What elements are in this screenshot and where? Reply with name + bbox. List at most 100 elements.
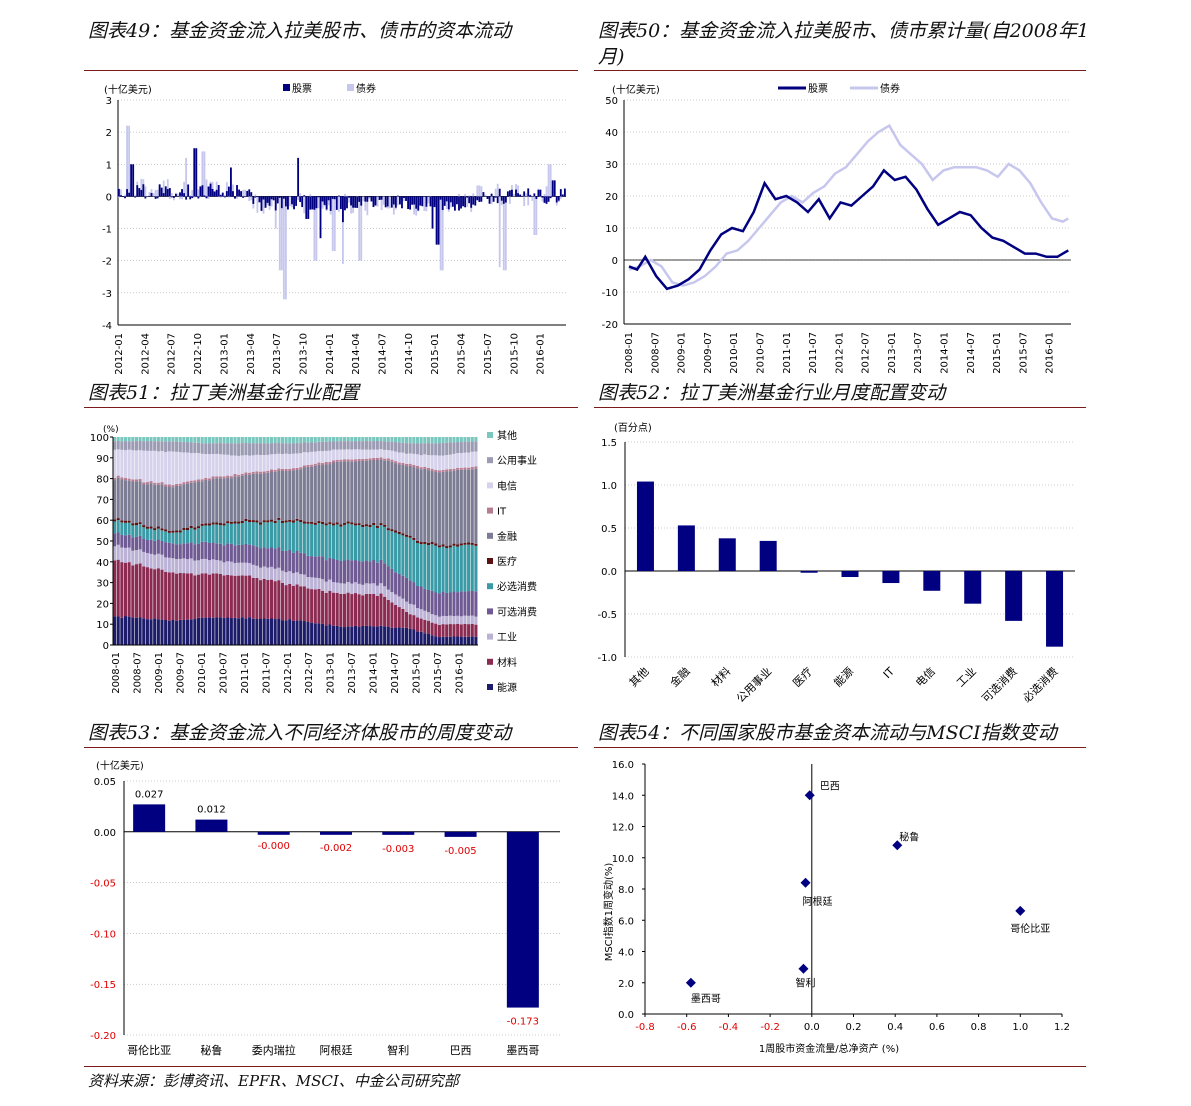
sector-segment bbox=[342, 449, 347, 460]
sector-segment bbox=[156, 437, 160, 442]
footer-rule bbox=[84, 1066, 1086, 1067]
sector-segment bbox=[412, 537, 416, 540]
sector-segment bbox=[335, 461, 339, 523]
sector-segment bbox=[266, 472, 270, 521]
sector-segment bbox=[193, 482, 197, 528]
sector-segment bbox=[248, 563, 252, 576]
sector-segment bbox=[240, 523, 244, 546]
y-tick-label: 0 bbox=[106, 192, 112, 203]
sector-segment bbox=[310, 521, 314, 524]
sector-segment bbox=[142, 618, 146, 645]
sector-segment bbox=[269, 471, 274, 520]
x-tick-label: 2009-01 bbox=[677, 332, 688, 374]
sector-segment bbox=[167, 542, 171, 558]
bond-flow-bar bbox=[217, 196, 220, 198]
sector-segment bbox=[207, 574, 212, 618]
sector-segment bbox=[156, 619, 160, 645]
sector-segment bbox=[269, 437, 274, 444]
sector-segment bbox=[211, 617, 215, 645]
sector-change-bar bbox=[841, 571, 859, 578]
x-tick-label: 2012-07 bbox=[304, 652, 315, 694]
sector-segment bbox=[324, 523, 328, 526]
sector-segment bbox=[113, 437, 117, 442]
bond-flow-bar bbox=[270, 196, 273, 207]
bond-flow-bar bbox=[331, 196, 334, 252]
bond-flow-bar bbox=[358, 196, 361, 261]
sector-segment bbox=[237, 575, 241, 619]
sector-segment bbox=[164, 529, 168, 532]
sector-segment bbox=[456, 467, 460, 470]
sector-segment bbox=[295, 437, 299, 443]
sector-segment bbox=[277, 567, 281, 581]
sector-segment bbox=[364, 593, 368, 626]
sector-segment bbox=[291, 443, 295, 454]
sector-segment bbox=[445, 616, 449, 625]
sector-segment bbox=[153, 437, 157, 442]
sector-segment bbox=[467, 467, 471, 470]
bond-flow-bar bbox=[168, 196, 171, 200]
bond-flow-bar bbox=[559, 196, 562, 199]
bond-flow-bar bbox=[472, 193, 475, 197]
equity-flow-bar bbox=[449, 196, 452, 203]
sector-segment bbox=[255, 565, 259, 578]
sector-segment bbox=[306, 452, 310, 465]
bond-flow-bar bbox=[342, 196, 344, 264]
x-category-label: 阿根廷 bbox=[320, 1043, 353, 1057]
y-tick-label: 2.0 bbox=[618, 979, 634, 990]
sector-segment bbox=[470, 590, 474, 616]
sector-segment bbox=[149, 619, 153, 645]
x-tick-label: -0.8 bbox=[635, 1022, 655, 1033]
sector-segment bbox=[171, 558, 175, 573]
sector-segment bbox=[375, 626, 379, 645]
sector-segment bbox=[116, 532, 120, 545]
equity-flow-bar bbox=[242, 196, 245, 198]
sector-segment bbox=[138, 522, 142, 525]
sector-segment bbox=[379, 459, 383, 524]
sector-segment bbox=[401, 462, 405, 465]
sector-segment bbox=[218, 617, 222, 645]
equity-flow-bar bbox=[126, 189, 128, 197]
sector-segment bbox=[375, 525, 379, 528]
sector-segment bbox=[386, 589, 390, 600]
sector-segment bbox=[200, 437, 204, 444]
bond-flow-bar bbox=[490, 196, 493, 205]
sector-segment bbox=[156, 484, 160, 527]
sector-segment bbox=[415, 617, 420, 632]
sector-segment bbox=[196, 574, 201, 618]
sector-segment bbox=[332, 523, 336, 526]
sector-segment bbox=[426, 437, 431, 444]
sector-segment bbox=[386, 528, 390, 531]
sector-segment bbox=[280, 470, 285, 521]
sector-segment bbox=[189, 542, 193, 559]
y-tick-label: 4.0 bbox=[618, 948, 634, 959]
sector-segment bbox=[134, 479, 139, 482]
bond-flow-bar bbox=[154, 190, 157, 197]
bond-flow-bar bbox=[333, 196, 336, 252]
sector-segment bbox=[145, 567, 149, 620]
y-tick-label: 0.00 bbox=[94, 828, 116, 839]
sector-segment bbox=[412, 443, 416, 454]
sector-segment bbox=[269, 566, 274, 580]
sector-segment bbox=[218, 543, 222, 561]
sector-segment bbox=[459, 616, 463, 625]
sector-segment bbox=[339, 461, 343, 525]
equity-flow-bar bbox=[533, 193, 536, 197]
sector-segment bbox=[215, 443, 219, 454]
equity-flow-bar bbox=[142, 184, 145, 197]
sector-segment bbox=[251, 443, 255, 456]
sector-segment bbox=[200, 617, 204, 645]
sector-segment bbox=[397, 437, 401, 443]
sector-segment bbox=[138, 441, 142, 451]
sector-segment bbox=[255, 522, 259, 547]
sector-segment bbox=[448, 636, 452, 645]
sector-segment bbox=[463, 437, 467, 442]
source-note: 资料来源：彭博资讯、EPFR、MSCI、中金公司研究部 bbox=[88, 1072, 459, 1090]
sector-segment bbox=[434, 455, 438, 470]
equity-flow-bar bbox=[480, 196, 483, 202]
sector-segment bbox=[313, 589, 317, 624]
sector-segment bbox=[280, 570, 285, 583]
sector-segment bbox=[251, 471, 255, 474]
chart-51-title: 图表51：拉丁美洲基金行业配置 bbox=[88, 382, 360, 404]
legend-swatch bbox=[487, 482, 493, 489]
sector-segment bbox=[178, 532, 182, 545]
